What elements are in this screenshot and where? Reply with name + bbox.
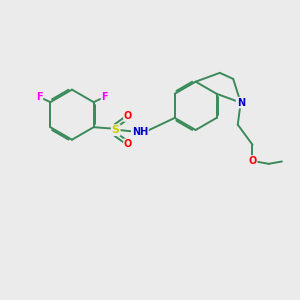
Text: O: O [124, 111, 132, 121]
Text: O: O [248, 156, 256, 166]
Text: N: N [237, 98, 245, 108]
Text: F: F [36, 92, 42, 102]
Text: NH: NH [132, 127, 148, 136]
Text: O: O [124, 139, 132, 149]
Text: F: F [101, 92, 108, 102]
Text: S: S [112, 125, 120, 135]
